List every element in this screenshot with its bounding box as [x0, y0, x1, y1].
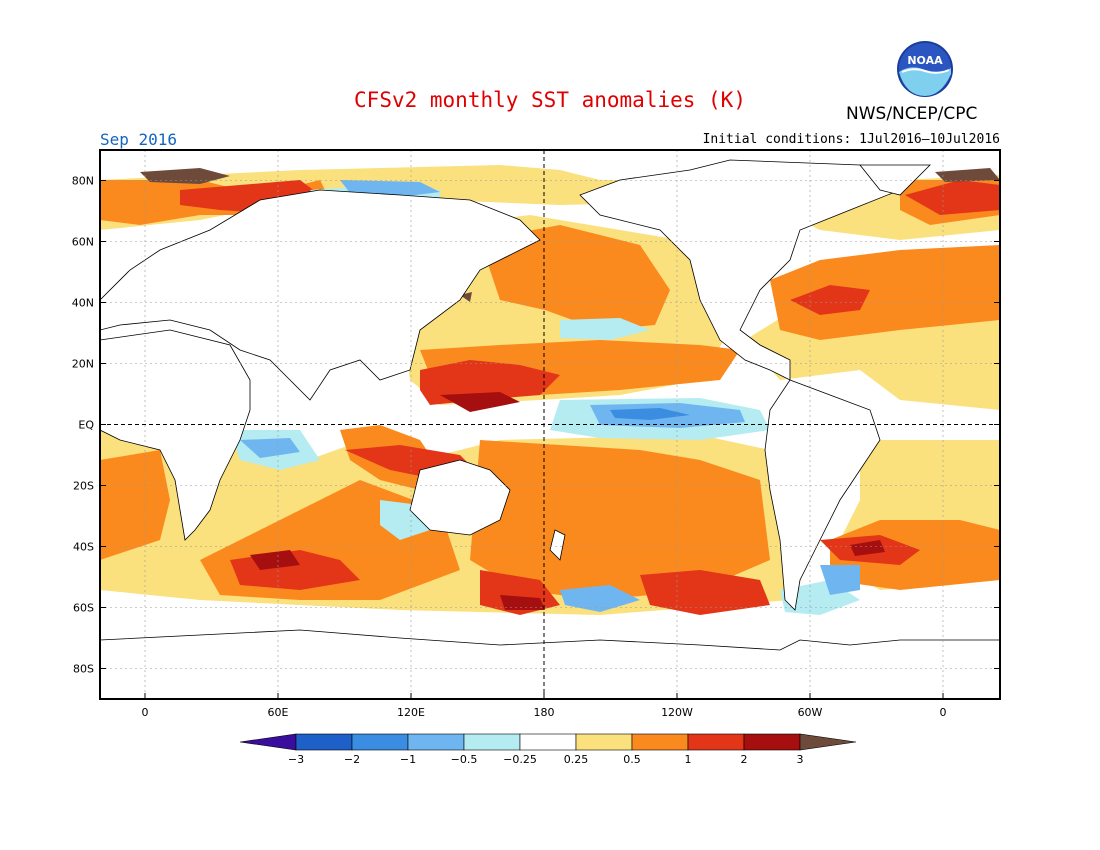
lat-label: 60S: [73, 602, 94, 615]
colorbar-box: [519, 733, 577, 751]
initial-conditions: Initial conditions: 1Jul2016–10Jul2016: [702, 132, 1000, 147]
noaa-logo: NOAA: [897, 41, 953, 97]
colorbar-box: [575, 733, 633, 751]
colorbar-tick-label: 1: [685, 753, 692, 766]
logo-text: NOAA: [907, 54, 943, 67]
colorbar-box: [407, 733, 465, 751]
colorbar-high-arrow: [799, 733, 857, 751]
lon-label: 120E: [397, 706, 425, 719]
colorbar-tick-label: −0.25: [503, 753, 537, 766]
colorbar-tick-label: 0.5: [623, 753, 641, 766]
lon-label: 0: [940, 706, 947, 719]
anomaly-3-fill: [140, 168, 1000, 302]
colorbar-tick-label: −1: [400, 753, 416, 766]
anomaly-2-fill: [250, 392, 885, 610]
colorbar-box: [743, 733, 801, 751]
lat-label: 60N: [72, 236, 94, 249]
lat-label: 80N: [72, 175, 94, 188]
lat-label: EQ: [78, 419, 94, 432]
lon-label: 60W: [798, 706, 823, 719]
axis-ticks: [100, 180, 1000, 699]
valid-month: Sep 2016: [100, 130, 178, 149]
colorbar-box: [351, 733, 409, 751]
lat-label: 80S: [73, 663, 94, 676]
land-masses: [100, 159, 1000, 699]
lat-label: 40N: [72, 297, 94, 310]
colorbar-tick-label: 3: [797, 753, 804, 766]
colorbar-tick-label: −2: [344, 753, 360, 766]
colorbar-tick-label: 2: [741, 753, 748, 766]
chart-title: CFSv2 monthly SST anomalies (K): [354, 88, 746, 112]
lon-label: 0: [142, 706, 149, 719]
lat-label: 20S: [73, 480, 94, 493]
colorbar-low-arrow: [239, 733, 297, 751]
colorbar-box: [295, 733, 353, 751]
map-plot-area: [100, 150, 1000, 699]
organization-label: NWS/NCEP/CPC: [846, 104, 978, 124]
reference-lines: [100, 150, 1000, 699]
colorbar-boxes: [239, 733, 857, 751]
colorbar-tick-label: 0.25: [564, 753, 589, 766]
lon-label: 120W: [661, 706, 693, 719]
colorbar-tick-labels: −3 −2 −1 −0.5 −0.25 0.25 0.5 1 2 3: [288, 753, 804, 766]
lat-label: 40S: [73, 541, 94, 554]
colorbar-tick-label: −3: [288, 753, 304, 766]
colorbar-box: [687, 733, 745, 751]
lon-label: 180: [534, 706, 555, 719]
lat-label: 20N: [72, 358, 94, 371]
colorbar-box: [631, 733, 689, 751]
latitude-labels: 80N 60N 40N 20N EQ 20S 40S 60S 80S: [72, 175, 95, 676]
lon-label: 60E: [268, 706, 289, 719]
gridlines: [100, 150, 1000, 699]
longitude-labels: 0 60E 120E 180 120W 60W 0: [142, 706, 947, 719]
colorbar-tick-label: −0.5: [451, 753, 478, 766]
colorbar-box: [463, 733, 521, 751]
